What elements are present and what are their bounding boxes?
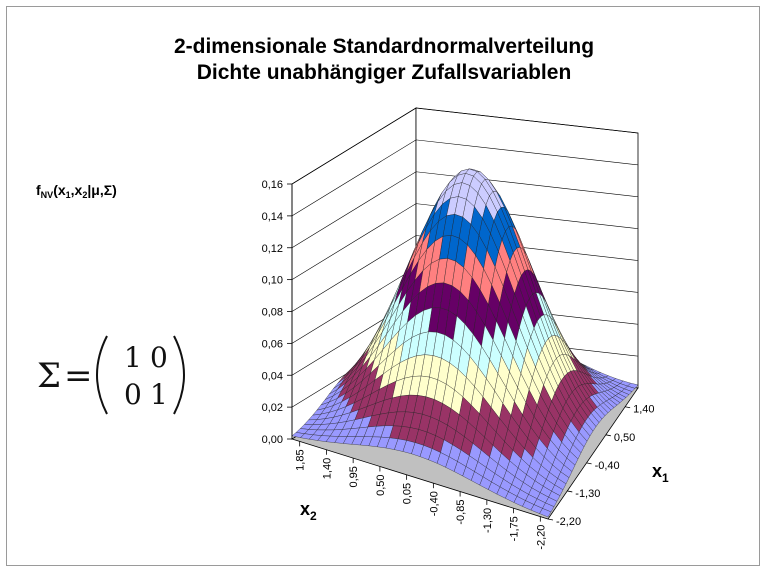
chart-frame: 2-dimensionale Standardnormalverteilung … xyxy=(6,6,760,566)
z-tick-label: 0,06 xyxy=(262,338,283,350)
gridline xyxy=(291,171,639,249)
z-axis-label: fNV(x1,x2|μ,Σ) xyxy=(36,182,117,200)
matrix-cell-11: 1 xyxy=(124,341,142,374)
sigma-symbol: Σ xyxy=(37,356,61,396)
x1-tick-mark xyxy=(586,462,592,465)
x2-tick-label: 1,40 xyxy=(321,458,333,479)
density-surface xyxy=(291,168,639,518)
z-axis-ticks: 0,00 0,02 0,04 0,06 0,08 0,10 0,12 0,14 0,16 xyxy=(262,179,293,446)
z-tick-label: 0,08 xyxy=(262,307,283,319)
x1-tick-label: -2,20 xyxy=(556,516,581,528)
z-tick-label: 0,16 xyxy=(262,179,283,191)
x1-tick-label: 0,50 xyxy=(614,432,635,444)
x1-tick-mark xyxy=(567,490,573,493)
equals-sign: = xyxy=(64,356,93,396)
matrix-cell-22: 1 xyxy=(150,378,168,411)
surface-chart: 2-dimensionale Standardnormalverteilung … xyxy=(36,35,669,550)
x2-tick-label: -1,30 xyxy=(482,508,494,533)
z-tick-label: 0,10 xyxy=(262,275,283,287)
z-tick-label: 0,12 xyxy=(262,243,283,255)
x2-axis-ticks: 1,85 1,40 0,95 0,50 0,05 -0,40 -0,85 -1,30 -1,75… xyxy=(295,441,547,550)
x2-tick-label: 0,95 xyxy=(348,466,360,487)
matrix-right-paren xyxy=(173,335,185,415)
z-tick-label: 0,00 xyxy=(262,434,283,446)
gridline xyxy=(291,139,639,217)
z-tick-label: 0,14 xyxy=(262,211,283,223)
x1-tick-label: -1,30 xyxy=(575,488,600,500)
x2-tick-label: -0,85 xyxy=(455,500,467,525)
gridline xyxy=(291,107,639,185)
x1-tick-mark xyxy=(625,406,631,409)
surface-cell xyxy=(539,508,552,518)
x2-axis-label: x2 xyxy=(300,499,317,523)
x2-tick-label: 1,85 xyxy=(295,449,307,470)
x1-tick-mark xyxy=(547,518,554,521)
x2-tick-label: 0,05 xyxy=(402,483,414,504)
chart-title-line-1: 2-dimensionale Standardnormalverteilung xyxy=(174,35,594,58)
matrix-left-paren xyxy=(96,335,108,415)
x2-tick-label: 0,50 xyxy=(375,474,387,495)
x1-tick-label: -0,40 xyxy=(595,460,620,472)
x1-axis-ticks: -2,20 -1,30 -0,40 0,50 1,40 xyxy=(547,404,655,528)
x1-tick-label: 1,40 xyxy=(633,404,654,416)
z-tick-label: 0,02 xyxy=(262,402,283,414)
matrix-cell-21: 0 xyxy=(124,378,142,411)
x1-tick-mark xyxy=(605,434,611,437)
x2-tick-label: -1,75 xyxy=(509,516,521,541)
gridline xyxy=(291,235,639,312)
x2-tick-label: -0,40 xyxy=(428,491,440,516)
gridline xyxy=(291,203,639,280)
x1-axis-label: x1 xyxy=(652,461,669,485)
z-tick-label: 0,04 xyxy=(262,370,283,382)
chart-title-line-2: Dichte unabhängiger Zufallsvariablen xyxy=(197,61,572,84)
covariance-matrix: Σ = 1 0 0 1 xyxy=(37,335,185,415)
matrix-cell-12: 0 xyxy=(150,341,168,374)
x2-tick-label: -2,20 xyxy=(535,525,547,550)
